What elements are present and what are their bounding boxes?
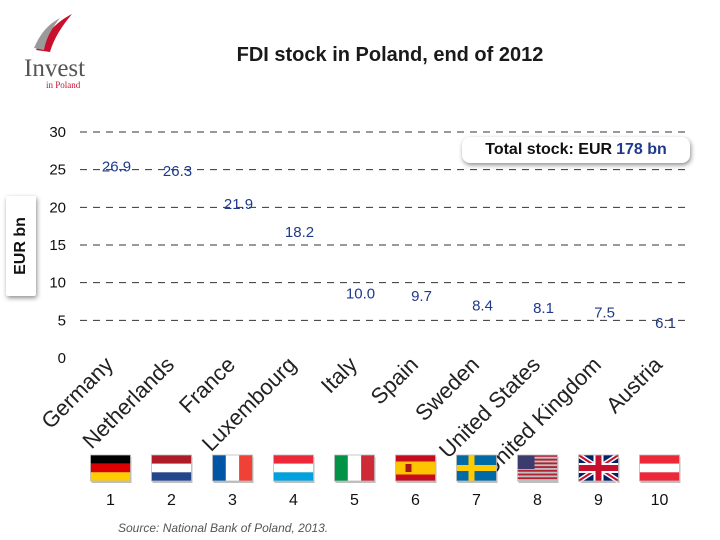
chart-title: FDI stock in Poland, end of 2012 — [236, 44, 544, 66]
logo-swoosh-grey — [34, 18, 60, 50]
value-label: 26.9 — [102, 158, 131, 175]
flag-stripe — [239, 455, 253, 481]
flag-austria — [639, 454, 680, 482]
flag-sweden — [456, 454, 497, 482]
flag-stripe — [151, 455, 192, 464]
flag-emblem — [405, 464, 412, 472]
y-axis-label-box — [6, 196, 36, 296]
flag-stripe — [90, 463, 131, 473]
invest-in-poland-logo: Invest in Poland — [24, 14, 85, 90]
y-tick-label: 25 — [49, 162, 66, 179]
flag-cross — [578, 465, 619, 471]
value-label: 9.7 — [411, 288, 432, 305]
source-note: Source: National Bank of Poland, 2013. — [118, 521, 329, 535]
flag-stripe — [151, 463, 192, 473]
flag-stripe — [273, 463, 314, 473]
value-label: 26.3 — [163, 163, 192, 180]
flag-stripe — [517, 458, 558, 461]
value-label: 6.1 — [655, 315, 676, 332]
flag-united-kingdom — [578, 454, 619, 482]
total-stock-value: 178 bn — [616, 141, 667, 158]
flag-stripe — [639, 472, 680, 481]
rank-label: 6 — [411, 492, 420, 509]
rank-label: 5 — [350, 492, 359, 509]
category-label: Spain — [366, 352, 423, 409]
flag-stripe — [361, 455, 375, 481]
flag-stripe — [273, 455, 314, 464]
flag-spain — [395, 454, 436, 482]
flag-stripe — [334, 455, 348, 481]
y-tick-label: 20 — [49, 199, 66, 216]
value-label: 10.0 — [346, 286, 375, 303]
flag-france — [212, 454, 253, 482]
flag-stripe — [517, 462, 558, 465]
logo-subtitle: in Poland — [46, 80, 81, 90]
flag-italy — [334, 454, 375, 482]
rank-label: 1 — [106, 492, 115, 509]
flag-stripe — [347, 455, 362, 481]
flag-stripe — [395, 461, 436, 475]
rank-label: 3 — [228, 492, 237, 509]
flag-stripe — [90, 472, 131, 481]
flag-stripe — [212, 455, 226, 481]
flag-canton — [517, 455, 535, 469]
rank-label: 7 — [472, 492, 481, 509]
y-tick-label: 15 — [49, 237, 66, 254]
flag-stripe — [225, 455, 240, 481]
y-tick-label: 0 — [58, 350, 66, 367]
flag-stripe — [517, 469, 558, 472]
flag-stripe — [517, 477, 558, 480]
y-tick-label: 30 — [49, 124, 66, 141]
value-label: 21.9 — [224, 196, 253, 213]
rank-label: 2 — [167, 492, 176, 509]
flag-stripe — [517, 466, 558, 468]
flag-germany — [90, 454, 131, 482]
total-stock-box: Total stock: EUR 178 bn — [462, 137, 690, 163]
rank-label: 4 — [289, 492, 298, 509]
logo-wordmark: Invest — [24, 55, 85, 82]
rank-label: 8 — [533, 492, 542, 509]
rank-label: 10 — [651, 492, 669, 509]
rank-label: 9 — [594, 492, 603, 509]
y-tick-label: 5 — [58, 312, 66, 329]
value-label: 7.5 — [594, 305, 615, 322]
flag-stripe — [639, 455, 680, 464]
flag-stripe — [273, 472, 314, 481]
flag-netherlands — [151, 454, 192, 482]
total-stock-label: Total stock: EUR — [485, 141, 613, 158]
flag-stripe — [90, 455, 131, 464]
value-label: 18.2 — [285, 224, 314, 241]
flag-stripe — [151, 472, 192, 481]
value-label: 8.1 — [533, 300, 554, 317]
flag-stripe — [639, 463, 680, 473]
value-label: 8.4 — [472, 298, 493, 315]
flag-stripe — [517, 455, 558, 457]
flag-cross — [456, 465, 497, 471]
y-tick-label: 10 — [49, 275, 66, 292]
flag-united-states — [517, 454, 558, 482]
category-label: Austria — [601, 351, 668, 418]
flag-luxembourg — [273, 454, 314, 482]
category-label: Italy — [316, 352, 362, 398]
flag-stripe — [517, 473, 558, 476]
